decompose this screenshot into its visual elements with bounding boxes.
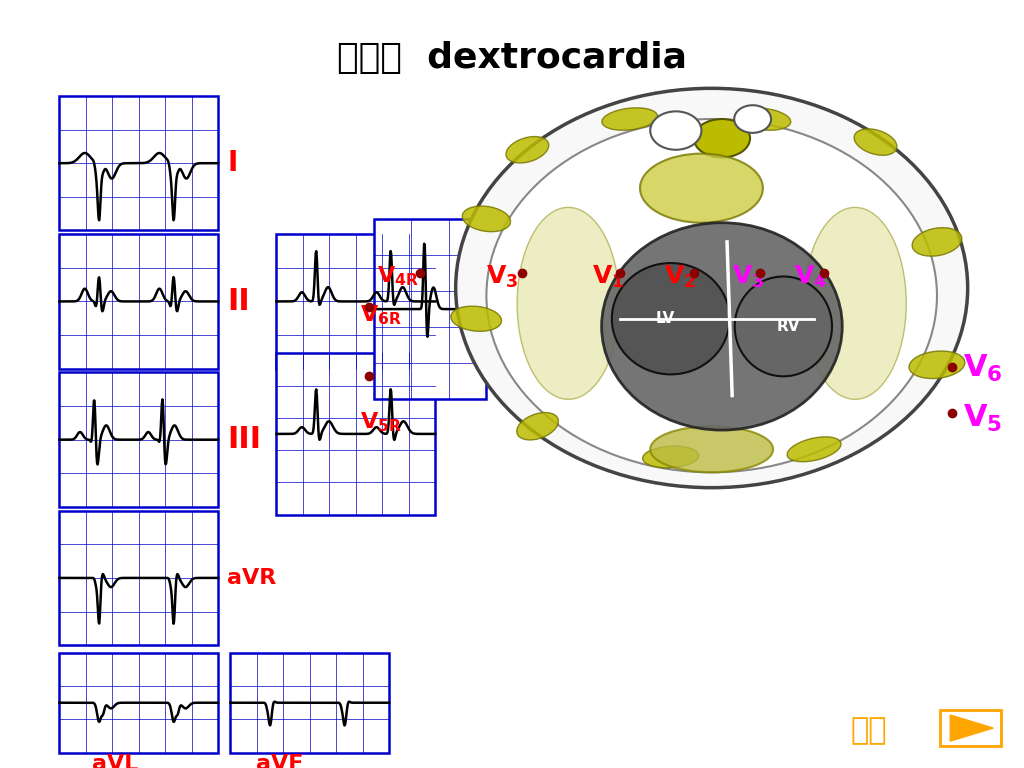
- Text: aVF: aVF: [256, 754, 303, 768]
- Text: aVL: aVL: [92, 754, 138, 768]
- Bar: [59, 234, 218, 369]
- Ellipse shape: [909, 351, 965, 379]
- Text: RV: RV: [777, 319, 800, 334]
- Ellipse shape: [517, 412, 558, 440]
- Ellipse shape: [804, 207, 906, 399]
- Ellipse shape: [611, 263, 729, 375]
- Ellipse shape: [694, 119, 750, 157]
- Text: R: R: [565, 272, 575, 285]
- Text: $\mathbf{V_{3}}$: $\mathbf{V_{3}}$: [732, 263, 765, 290]
- Text: 右位心  dextrocardia: 右位心 dextrocardia: [337, 41, 687, 74]
- Ellipse shape: [601, 223, 842, 430]
- Bar: [614, 219, 850, 376]
- Bar: [940, 710, 1001, 746]
- Ellipse shape: [650, 426, 773, 472]
- Circle shape: [650, 111, 701, 150]
- Bar: [59, 511, 218, 645]
- Circle shape: [734, 105, 771, 133]
- Ellipse shape: [486, 119, 937, 472]
- Ellipse shape: [854, 129, 897, 155]
- Bar: [230, 653, 389, 753]
- Text: I: I: [227, 149, 238, 177]
- Polygon shape: [950, 715, 993, 741]
- Bar: [59, 653, 218, 753]
- Ellipse shape: [643, 446, 698, 468]
- Ellipse shape: [912, 227, 962, 257]
- Ellipse shape: [735, 108, 791, 131]
- Bar: [59, 96, 218, 230]
- Text: aVR: aVR: [227, 568, 276, 588]
- Text: $\mathbf{V_{4R}}$: $\mathbf{V_{4R}}$: [377, 265, 419, 288]
- Text: 返回: 返回: [850, 717, 887, 746]
- Ellipse shape: [734, 276, 831, 376]
- Ellipse shape: [517, 207, 620, 399]
- Text: $\mathbf{V_{5}}$: $\mathbf{V_{5}}$: [963, 403, 1001, 434]
- Text: $\mathbf{V_{6}}$: $\mathbf{V_{6}}$: [963, 353, 1002, 384]
- Text: $\mathbf{V_{2}}$: $\mathbf{V_{2}}$: [664, 263, 695, 290]
- Text: III: III: [227, 425, 261, 454]
- Ellipse shape: [602, 108, 657, 131]
- Bar: [276, 234, 435, 369]
- Bar: [374, 219, 486, 399]
- Ellipse shape: [451, 306, 502, 331]
- Text: $\mathbf{V_{5R}}$: $\mathbf{V_{5R}}$: [360, 411, 402, 434]
- Text: $\mathbf{V_{4}}$: $\mathbf{V_{4}}$: [794, 263, 826, 290]
- Ellipse shape: [462, 206, 511, 232]
- Text: $\mathbf{V_{1}}$: $\mathbf{V_{1}}$: [592, 263, 625, 290]
- Bar: [486, 219, 686, 376]
- Text: LV: LV: [656, 311, 675, 326]
- Bar: [276, 353, 435, 515]
- Text: $\mathbf{V_{6R}}$: $\mathbf{V_{6R}}$: [360, 303, 402, 326]
- Text: $\mathbf{V_{3}}$: $\mathbf{V_{3}}$: [486, 263, 519, 290]
- Text: II: II: [227, 286, 250, 316]
- Ellipse shape: [506, 137, 549, 163]
- Ellipse shape: [456, 88, 968, 488]
- Ellipse shape: [787, 437, 841, 462]
- Bar: [59, 372, 218, 507]
- Ellipse shape: [640, 154, 763, 223]
